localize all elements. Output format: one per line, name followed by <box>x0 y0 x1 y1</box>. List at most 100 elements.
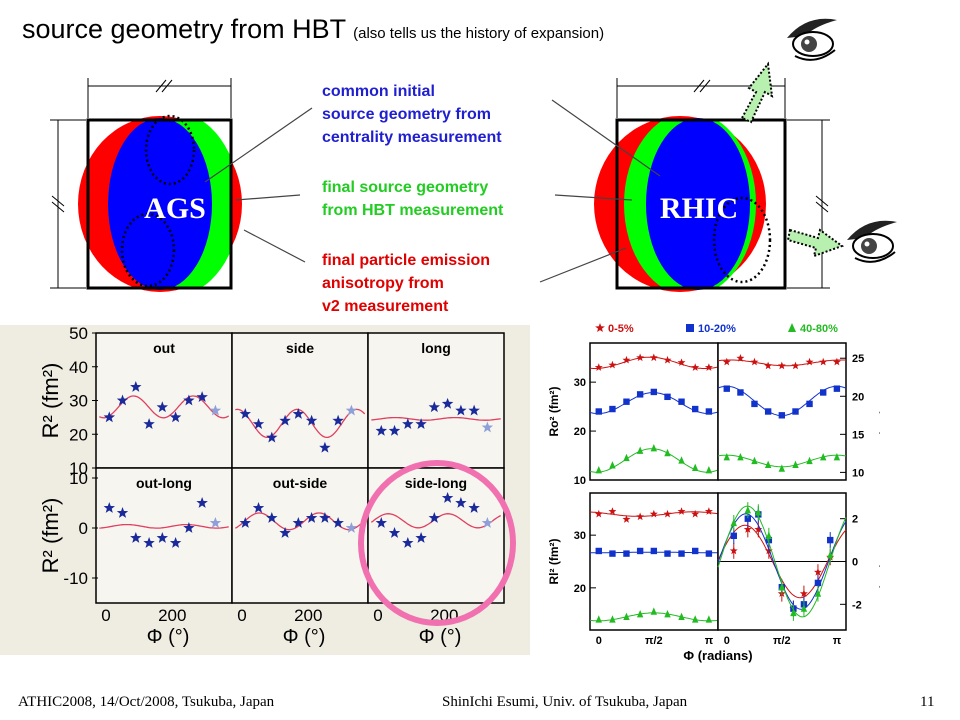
data-point <box>705 466 713 474</box>
data-point <box>468 502 480 513</box>
fit-curve <box>235 408 366 439</box>
data-point <box>737 389 744 396</box>
data-point <box>764 460 772 468</box>
data-point <box>777 361 786 370</box>
data-point <box>305 512 318 523</box>
arrow-lower <box>786 228 845 258</box>
annotation-line: centrality measurement <box>322 129 502 146</box>
data-point <box>692 405 699 413</box>
y-axis-label: Ro² (fm²) <box>547 387 561 437</box>
legend-label: 0-5% <box>608 323 634 335</box>
y-axis-label: Ros² (fm²) <box>879 533 880 590</box>
data-point <box>103 411 115 423</box>
legend-label: 10-20% <box>698 323 736 335</box>
y-tick-label: 20 <box>852 391 864 403</box>
data-point <box>678 456 685 464</box>
data-point <box>415 418 427 429</box>
fit-curve <box>371 416 501 421</box>
data-point <box>737 452 744 461</box>
y-tick-label: 15 <box>852 429 864 441</box>
data-point <box>116 394 129 406</box>
data-point <box>332 414 344 426</box>
rhic-panel-3: -2 0 2 Ros² (fm²) <box>717 492 880 631</box>
data-point <box>814 579 822 587</box>
fit-curve <box>99 395 230 419</box>
data-point <box>778 412 786 419</box>
annotation-line: from HBT measurement <box>322 202 504 219</box>
data-point <box>723 452 730 461</box>
data-point <box>609 550 616 557</box>
x-tick-label: 0 <box>373 606 382 625</box>
x-tick-label: π/2 <box>645 635 663 647</box>
annotation-line: common initial <box>322 83 435 100</box>
eye-icon <box>787 18 837 61</box>
panel-frame <box>95 467 233 604</box>
fit-curve <box>99 523 229 529</box>
data-point <box>388 527 401 538</box>
data-point <box>805 357 814 366</box>
panel-label: long <box>421 340 451 356</box>
data-point <box>755 508 762 516</box>
data-point <box>402 418 414 429</box>
y-axis-label: Rs² (fm²) <box>879 387 880 436</box>
data-point <box>730 532 737 540</box>
y-tick-label: 50 <box>69 325 88 343</box>
arrow-upper <box>740 61 774 124</box>
data-point <box>116 507 129 518</box>
data-point <box>827 536 834 544</box>
data-point <box>622 355 631 364</box>
y-axis-label: R² (fm²) <box>38 363 63 439</box>
data-point <box>663 509 672 518</box>
slide-title: source geometry from HBT (also tells us … <box>22 14 604 45</box>
footer-center: ShinIchi Esumi, Univ. of Tsukuba, Japan <box>442 694 688 710</box>
data-point <box>692 463 699 471</box>
data-point <box>751 400 758 408</box>
data-point <box>833 385 841 392</box>
annotation-initial-geometry: common initial source geometry from cent… <box>322 80 502 149</box>
data-point <box>636 391 644 398</box>
data-point <box>743 525 752 533</box>
y-tick-label: 2 <box>852 514 858 526</box>
x-tick-label: 0 <box>101 606 110 625</box>
ags-panel-side-long: side-long <box>367 467 505 604</box>
x-tick-label: π <box>833 635 842 647</box>
data-point <box>636 353 645 362</box>
ags-panel-out-long: out-long <box>95 467 233 604</box>
data-point <box>764 361 773 370</box>
data-point <box>608 360 617 369</box>
data-point <box>678 612 685 621</box>
x-tick-label: 0 <box>724 635 730 647</box>
data-point <box>792 408 799 415</box>
data-point <box>730 518 737 527</box>
data-point <box>595 547 602 555</box>
data-point <box>622 515 631 523</box>
ags-panel-side: side <box>231 332 369 469</box>
ags-source <box>78 114 242 292</box>
rhic-dotted-lower <box>712 196 772 284</box>
data-point <box>402 537 414 548</box>
y-tick-label: 25 <box>852 353 864 365</box>
rhic-initial-ellipse <box>646 118 750 290</box>
data-point <box>169 411 182 423</box>
y-tick-label: -10 <box>63 569 88 588</box>
rhic-box <box>615 118 787 290</box>
panel-label: out-long <box>136 475 192 491</box>
y-tick-label: 30 <box>574 530 586 542</box>
data-point <box>663 355 672 364</box>
data-point <box>623 453 630 462</box>
data-point <box>441 492 454 503</box>
panel-label: out <box>153 340 175 356</box>
data-point <box>806 456 813 465</box>
title-subtitle: (also tells us the history of expansion) <box>353 25 605 42</box>
data-point <box>751 456 758 465</box>
rhic-panel-0: 10 20 30 Ro² (fm²) <box>547 342 719 487</box>
data-point <box>832 357 841 366</box>
annotation-hbt-geometry: final source geometry from HBT measureme… <box>322 176 503 222</box>
ags-initial-ellipse <box>108 118 212 290</box>
data-point <box>143 537 155 548</box>
x-tick-label: π/2 <box>773 635 791 647</box>
data-point <box>345 404 358 416</box>
ags-panel-long: long <box>367 332 505 469</box>
